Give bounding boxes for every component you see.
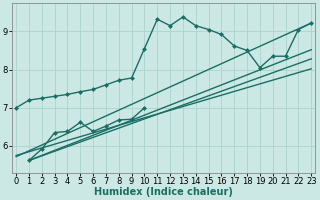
X-axis label: Humidex (Indice chaleur): Humidex (Indice chaleur): [94, 187, 233, 197]
